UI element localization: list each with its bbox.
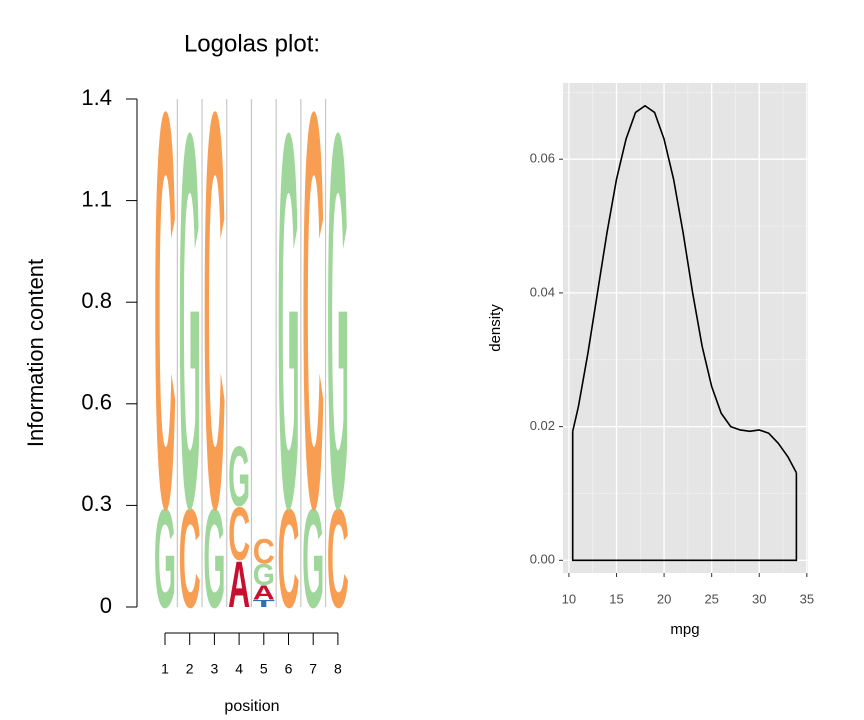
logo-letter: G [154, 479, 176, 638]
x-axis-title: position [224, 698, 279, 715]
logo-letter: G [203, 479, 225, 638]
plot-panel [563, 83, 808, 573]
logo-letter: C [327, 479, 349, 638]
x-tick-label: 6 [285, 661, 293, 677]
y-tick-label: 0.02 [530, 418, 555, 433]
y-tick-label: 0.06 [530, 151, 555, 166]
logo-letter: G [228, 428, 250, 524]
logo-letter: G [278, 23, 300, 620]
density-line [571, 104, 798, 474]
logo-letter: C [179, 479, 201, 638]
y-tick-label: 0.8 [81, 288, 112, 313]
x-tick-label: 3 [211, 661, 219, 677]
x-tick-label: 30 [752, 591, 766, 606]
logo-letter: T [253, 598, 275, 609]
logo-letter: C [228, 493, 250, 577]
x-tick-label: 8 [334, 661, 342, 677]
x-tick-label: 1 [161, 661, 169, 677]
x-tick-label: 35 [800, 591, 814, 606]
x-tick-label: 4 [235, 661, 243, 677]
logo-letter: A [253, 581, 275, 604]
y-axis-title: Information content [23, 259, 48, 447]
logo-letter: A [228, 547, 250, 621]
y-tick-label: 0 [100, 593, 112, 618]
y-tick-label: 0.04 [530, 284, 555, 299]
logo-letter: C [203, 0, 225, 625]
x-tick-label: 5 [260, 661, 268, 677]
logo-letter: G [179, 23, 201, 620]
y-tick-label: 1.4 [81, 85, 112, 110]
logo-title: Logolas plot: [184, 30, 320, 57]
x-tick-label: 25 [704, 591, 718, 606]
y-tick-label: 1.1 [81, 186, 112, 211]
logo-letter: C [253, 533, 275, 572]
logo-letter: C [154, 0, 176, 625]
y-tick-label: 0.00 [530, 552, 555, 567]
x-tick-label: 10 [562, 591, 576, 606]
logo-letter: C [278, 479, 300, 638]
x-axis-title: mpg [670, 621, 699, 638]
y-tick-label: 0.3 [81, 491, 112, 516]
x-tick-label: 2 [186, 661, 194, 677]
logo-letter: G [327, 23, 349, 620]
x-tick-label: 7 [309, 661, 317, 677]
density-outline [571, 431, 798, 562]
logo-letter: G [302, 479, 324, 638]
logo-letter: C [302, 0, 324, 625]
logo-letter: G [253, 558, 275, 592]
y-axis-title: density [487, 304, 504, 352]
x-tick-label: 15 [609, 591, 623, 606]
x-tick-label: 20 [657, 591, 671, 606]
y-tick-label: 0.6 [81, 390, 112, 415]
